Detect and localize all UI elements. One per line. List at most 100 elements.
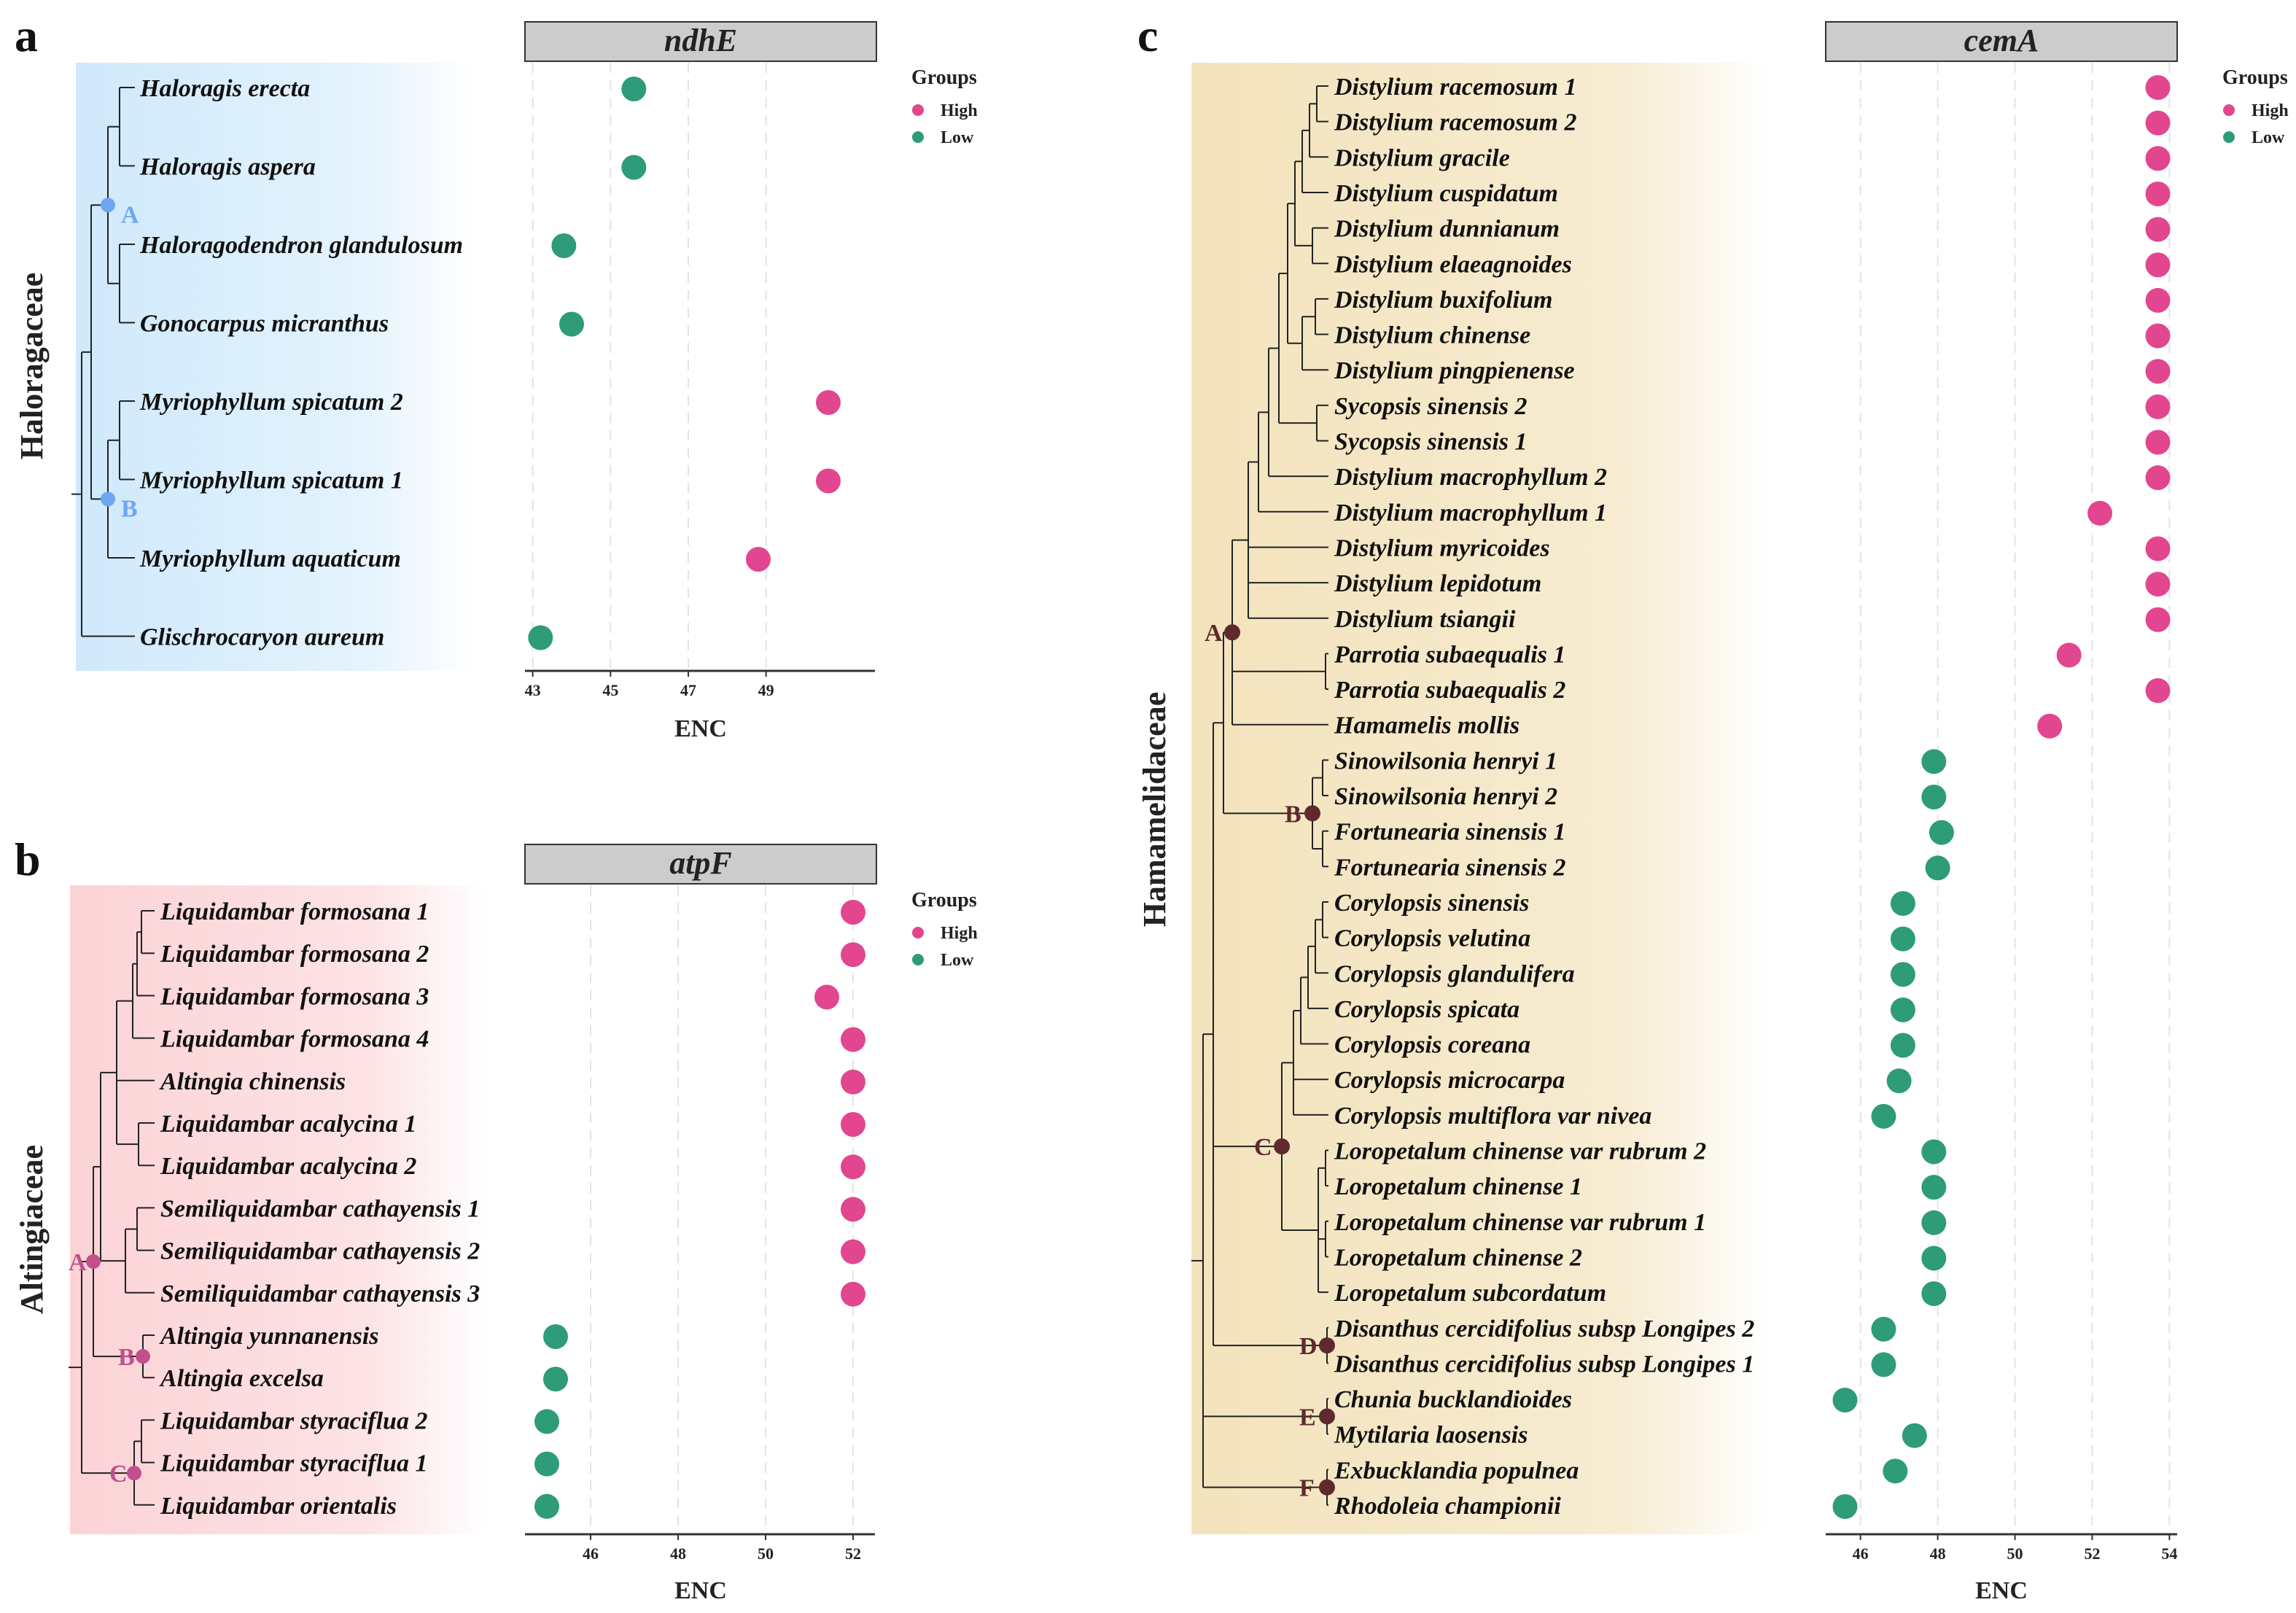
panel-a-x-axis-title: ENC <box>674 715 727 742</box>
panel-a-gridlines <box>532 63 767 671</box>
panel-a-family-label: Haloragaceae <box>14 273 50 460</box>
c-taxon-label: Parrotia subaequalis 2 <box>1334 677 1565 704</box>
c-point-low <box>1921 749 1947 774</box>
b-point-high <box>841 900 865 925</box>
panel-a-gene-strip <box>524 21 877 62</box>
c-taxon-label: Distylium chinense <box>1334 322 1530 349</box>
b-taxon-label: Altingia chinensis <box>159 1068 346 1095</box>
c-node-marker <box>1304 805 1320 822</box>
a-point-low <box>621 77 647 101</box>
panel-c-taxon-labels: Distylium racemosum 1 Distylium racemosum… <box>1334 74 1754 1520</box>
b-node-marker <box>136 1349 150 1364</box>
panel-b-x-axis: 46 48 50 52 <box>525 1533 875 1563</box>
c-node-label: B <box>1285 801 1301 828</box>
b-taxon-label: Liquidambar formosana 4 <box>160 1026 429 1053</box>
c-point-low <box>1921 1175 1947 1200</box>
a-point-low <box>559 311 584 337</box>
panel-a-legend-high-label: High <box>941 101 978 120</box>
c-node-label: D <box>1299 1333 1318 1360</box>
panel-a-gene-title: ndhE <box>664 23 737 58</box>
c-taxon-label: Distylium myricoides <box>1334 535 1550 561</box>
c-point-high <box>2037 713 2063 739</box>
c-taxon-label: Corylopsis glandulifera <box>1334 960 1575 987</box>
c-point-high <box>2145 394 2171 419</box>
c-taxon-label: Distylium tsiangii <box>1334 606 1516 633</box>
c-point-low <box>1886 1068 1912 1094</box>
c-point-high <box>2145 465 2171 491</box>
b-x-tick-label: 46 <box>583 1544 599 1563</box>
b-node-label: A <box>69 1249 87 1276</box>
panel-a-legend-low-label: Low <box>941 128 974 147</box>
c-taxon-label: Corylopsis coreana <box>1334 1032 1530 1059</box>
panel-a-tree: AB <box>71 87 139 637</box>
b-point-high <box>841 1027 865 1052</box>
c-node-marker <box>1319 1479 1335 1496</box>
c-point-high <box>2145 430 2171 455</box>
b-node-marker <box>86 1254 101 1270</box>
a-taxon-label: Myriophyllum spicatum 1 <box>139 467 403 494</box>
panel-b-legend-low-dot <box>912 954 924 965</box>
c-node-label: A <box>1205 620 1223 647</box>
a-taxon-label: Myriophyllum aquaticum <box>139 545 401 572</box>
c-taxon-label: Disanthus cercidifolius subsp Longipes 1 <box>1334 1350 1754 1377</box>
c-point-low <box>1832 1494 1858 1519</box>
c-point-low <box>1902 1423 1927 1448</box>
c-point-low <box>1890 926 1915 952</box>
c-taxon-label: Loropetalum chinense var rubrum 1 <box>1334 1209 1706 1236</box>
c-taxon-label: Fortunearia sinensis 1 <box>1334 819 1565 846</box>
c-taxon-label: Distylium gracile <box>1334 144 1510 171</box>
panel-b-legend-high-dot <box>912 927 924 938</box>
b-taxon-label: Semiliquidambar cathayensis 3 <box>160 1280 480 1307</box>
b-x-tick-label: 52 <box>845 1544 861 1563</box>
a-node-marker <box>101 491 115 507</box>
a-point-low <box>551 233 577 258</box>
c-point-high <box>2145 217 2171 242</box>
panel-b-gene-title: atpF <box>669 845 732 881</box>
b-point-low <box>534 1493 559 1519</box>
c-node-marker <box>1319 1337 1335 1354</box>
c-taxon-label: Rhodoleia championii <box>1334 1493 1561 1520</box>
b-point-high <box>814 984 839 1010</box>
panel-c-gene-title: cemA <box>1964 23 2039 58</box>
b-taxon-label: Liquidambar styraciflua 2 <box>160 1407 427 1434</box>
panel-a-letter: a <box>15 9 38 61</box>
a-point-high <box>816 390 841 415</box>
panel-c-x-axis: 46 48 50 52 54 <box>1826 1533 2177 1563</box>
c-point-high <box>2145 181 2171 206</box>
a-node-marker <box>101 198 115 213</box>
c-x-tick-label: 46 <box>1853 1544 1869 1563</box>
c-point-low <box>1871 1352 1896 1377</box>
panel-b-gene-strip <box>524 844 877 885</box>
b-point-high <box>841 942 865 968</box>
c-point-high <box>2145 110 2171 136</box>
a-node-label: A <box>121 201 139 228</box>
panel-a-taxon-labels: Haloragis erecta Haloragis aspera Halorago… <box>139 75 463 651</box>
c-taxon-label: Distylium dunnianum <box>1334 216 1560 243</box>
a-x-tick-label: 49 <box>758 681 774 699</box>
panel-b-tree-background <box>70 885 486 1534</box>
c-taxon-label: Exbucklandia populnea <box>1334 1457 1579 1484</box>
panel-c-letter: c <box>1137 9 1158 61</box>
c-point-high <box>2145 678 2171 704</box>
a-node-label: B <box>121 495 138 522</box>
panel-c-gene-strip <box>1825 21 2178 62</box>
c-taxon-label: Loropetalum subcordatum <box>1334 1280 1606 1307</box>
c-x-tick-label: 52 <box>2084 1544 2100 1563</box>
c-point-low <box>1890 962 1915 987</box>
panel-c-gridlines <box>1859 63 2171 1534</box>
b-point-high <box>841 1197 865 1222</box>
panel-c-legend: Groups High Low <box>2222 66 2289 147</box>
b-point-high <box>841 1281 865 1307</box>
c-taxon-label: Disanthus cercidifolius subsp Longipes 2 <box>1334 1315 1754 1342</box>
c-taxon-label: Mytilaria laosensis <box>1334 1422 1528 1449</box>
b-taxon-label: Liquidambar styraciflua 1 <box>160 1450 427 1477</box>
a-x-tick-label: 45 <box>602 681 618 699</box>
a-taxon-label: Haloragis erecta <box>139 75 310 102</box>
c-node-label: E <box>1299 1404 1316 1431</box>
c-point-high <box>2145 607 2171 632</box>
c-point-high <box>2145 287 2171 313</box>
c-taxon-label: Distylium racemosum 2 <box>1334 109 1576 136</box>
a-x-tick-label: 43 <box>525 681 541 699</box>
a-taxon-label: Gonocarpus micranthus <box>140 311 389 338</box>
panel-a-points <box>528 77 841 650</box>
